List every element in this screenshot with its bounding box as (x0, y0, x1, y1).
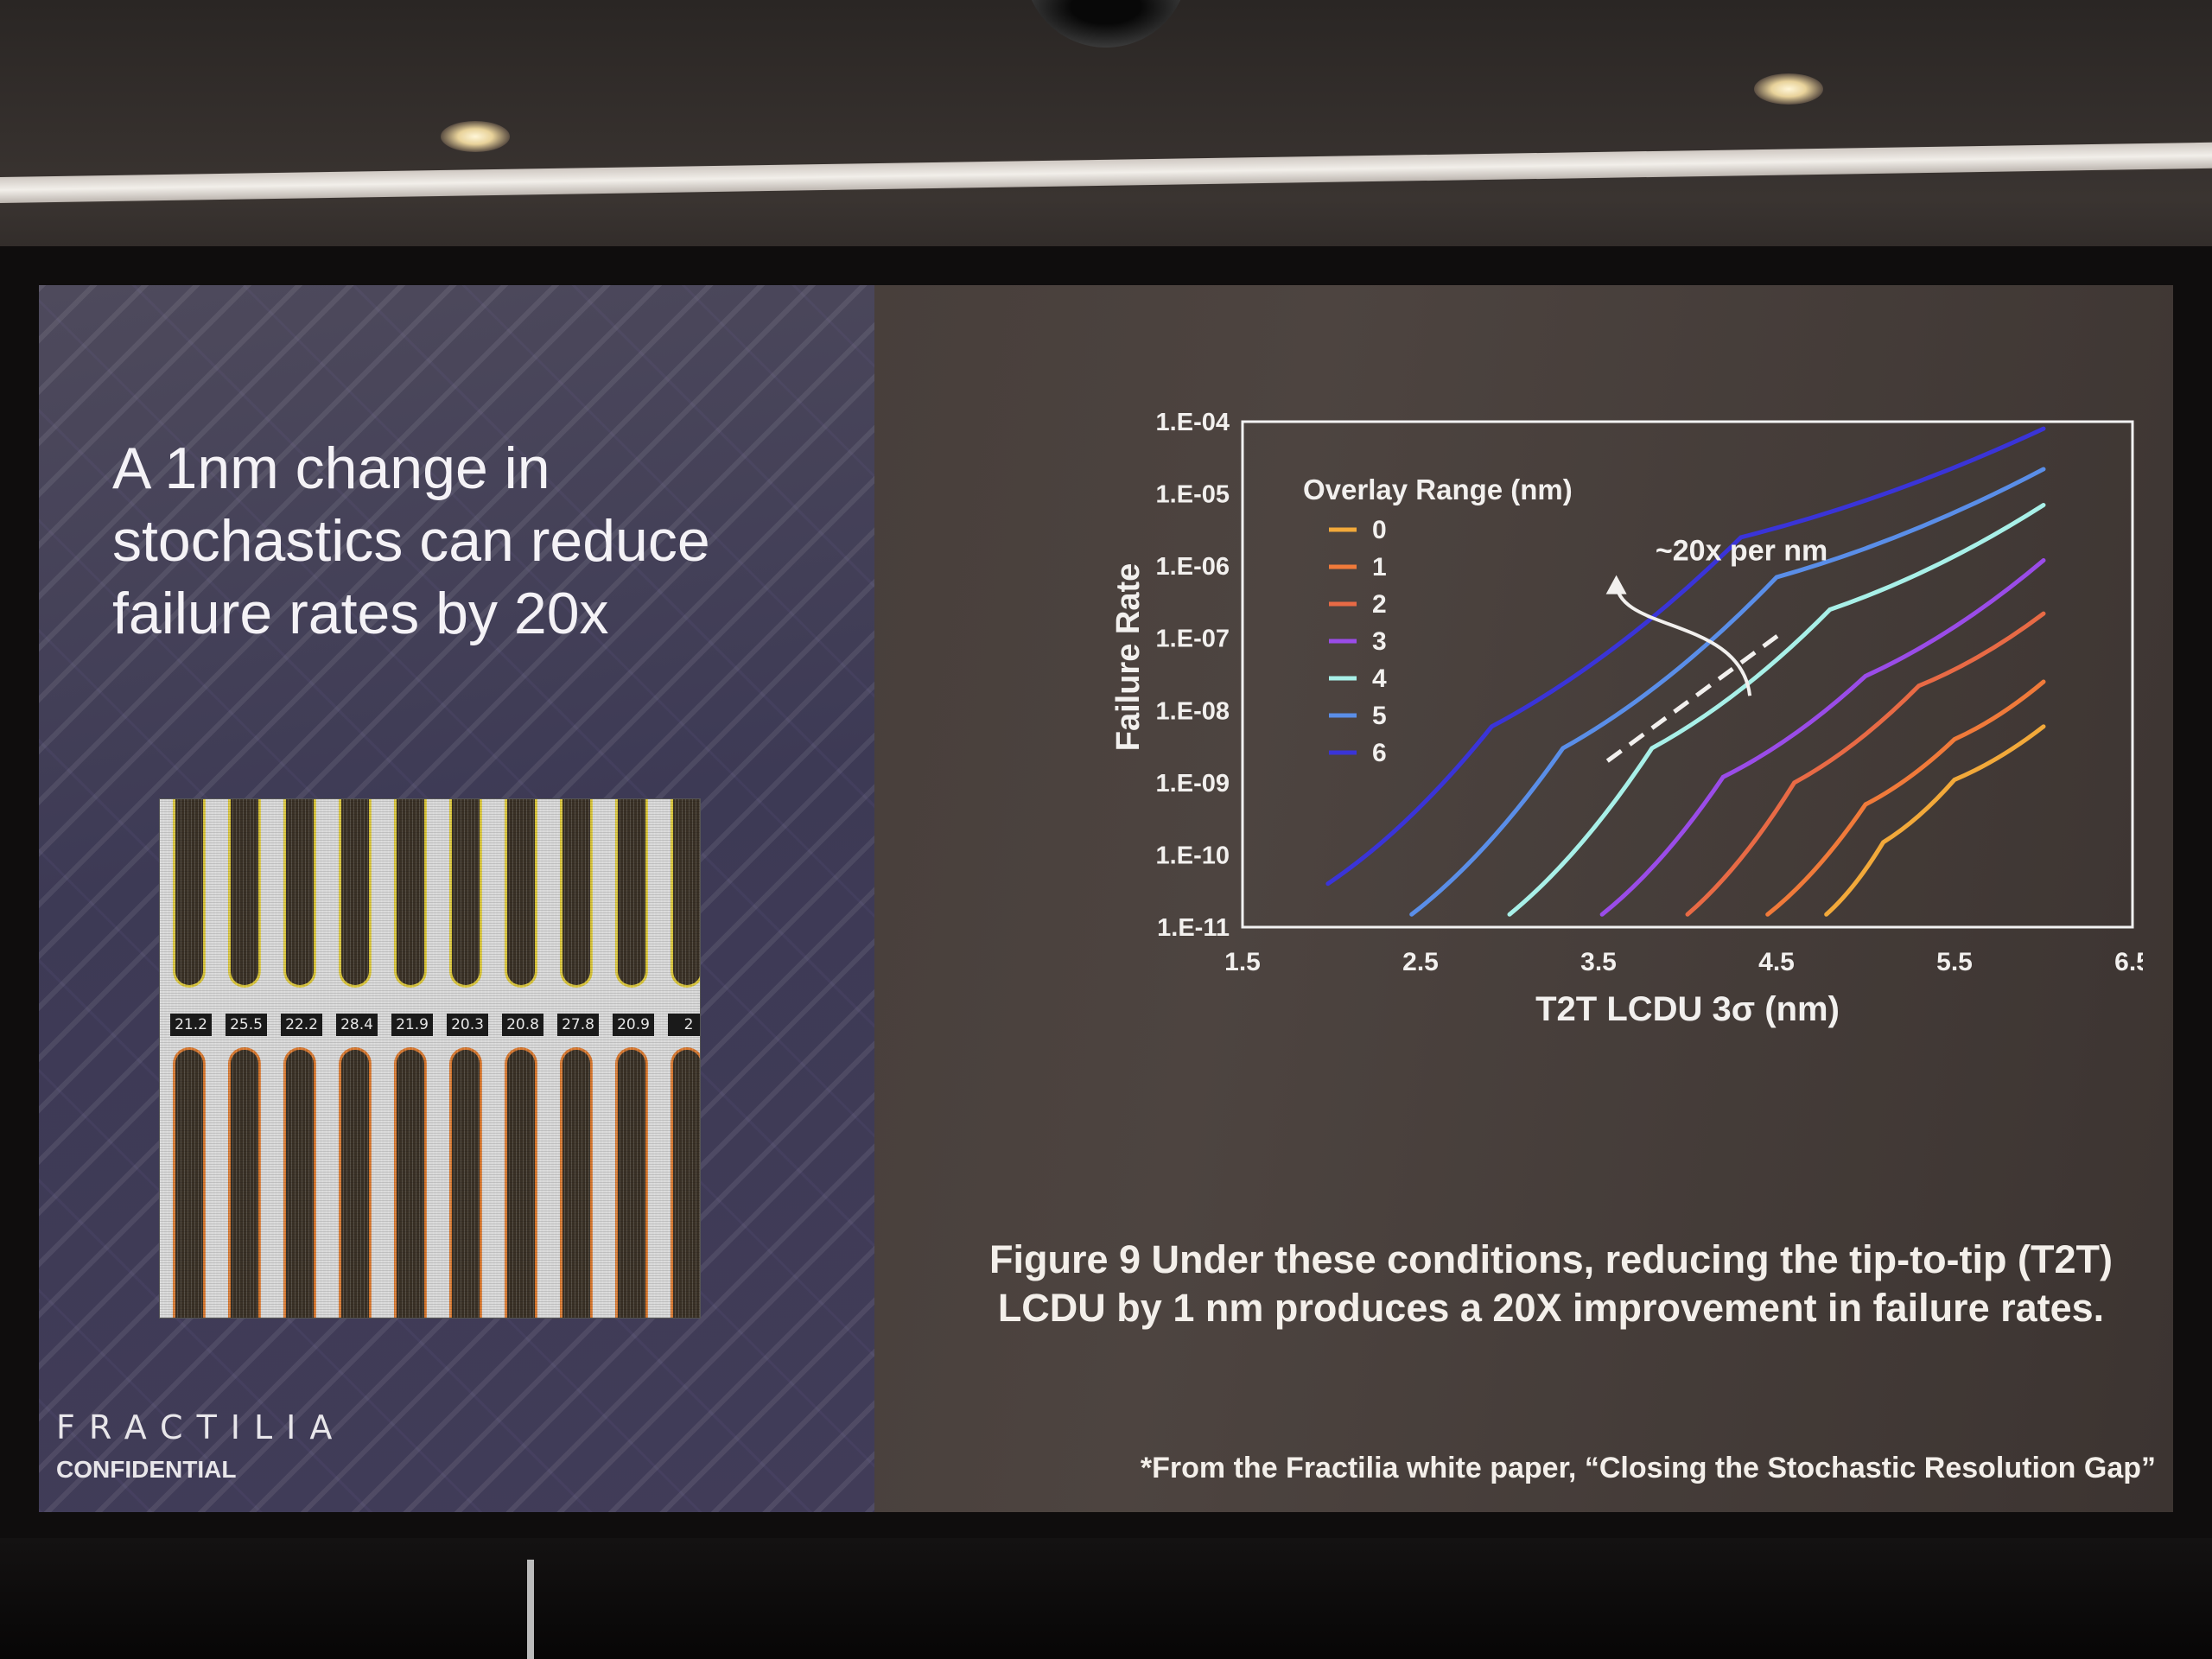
y-tick-label: 1.E-06 (1156, 553, 1230, 581)
sem-measurement-label: 21.2 (170, 1014, 212, 1036)
confidential-label: CONFIDENTIAL (56, 1456, 237, 1483)
sem-measurement-label: 21.9 (391, 1014, 433, 1036)
y-axis-label: Failure Rate (1110, 563, 1147, 752)
presentation-slide: A 1nm change in stochastics can reduce f… (39, 285, 2173, 1512)
sem-line-bottom (618, 1050, 645, 1318)
sem-line-top (175, 799, 203, 985)
legend-label-1: 1 (1372, 553, 1387, 582)
sem-line-top (563, 799, 590, 985)
fractilia-logo: FRACTILIA (56, 1408, 346, 1446)
sem-line-top (341, 799, 369, 985)
legend-label-6: 6 (1372, 739, 1387, 767)
sem-noise-texture (160, 799, 700, 1318)
sem-measurement-label: 20.8 (502, 1014, 543, 1036)
failure-rate-chart: 1.E-04 1.E-05 1.E-06 1.E-07 1.E-08 1.E-09 1.E-… (1110, 409, 2143, 1028)
sem-measurement-label: 20.3 (447, 1014, 488, 1036)
ceiling-light (441, 121, 510, 152)
sem-line-top (286, 799, 314, 985)
annotation-arrowhead (1605, 575, 1627, 594)
sem-measurement-label: 20.9 (613, 1014, 654, 1036)
sem-line-top (452, 799, 480, 985)
legend-title: Overlay Range (nm) (1303, 474, 1573, 505)
y-tick-label: 1.E-04 (1156, 409, 1230, 436)
series-line-1 (1765, 679, 2046, 917)
source-note: *From the Fractilia white paper, “Closin… (1140, 1452, 2156, 1484)
sem-micrograph: 21.2 25.5 22.2 28.4 21.9 20.3 20.8 27.8 20.9 2 (160, 799, 700, 1318)
sem-line-top (397, 799, 424, 985)
sem-line-bottom (452, 1050, 480, 1318)
y-tick-label: 1.E-05 (1156, 481, 1230, 509)
sem-line-bottom (175, 1050, 203, 1318)
sem-measurement-label: 25.5 (226, 1014, 267, 1036)
sem-line-bottom (673, 1050, 700, 1318)
legend-label-2: 2 (1372, 590, 1387, 619)
legend-label-3: 3 (1372, 627, 1387, 656)
x-tick-label: 6.5 (2114, 948, 2143, 976)
plot-frame (1241, 420, 2134, 929)
sem-line-top (618, 799, 645, 985)
legend-label-4: 4 (1372, 664, 1387, 693)
ceiling-light (1754, 73, 1823, 105)
sem-line-top (231, 799, 258, 985)
y-tick-label: 1.E-08 (1156, 697, 1230, 725)
sem-line-bottom (231, 1050, 258, 1318)
ceiling-light-bar (0, 142, 2212, 203)
legend-label-0: 0 (1372, 516, 1387, 544)
sem-measurement-label: 27.8 (557, 1014, 599, 1036)
sem-line-bottom (341, 1050, 369, 1318)
sem-line-bottom (507, 1050, 535, 1318)
slide-headline: A 1nm change in stochastics can reduce f… (112, 435, 710, 646)
sem-line-bottom (563, 1050, 590, 1318)
x-axis-label: T2T LCDU 3σ (nm) (1535, 990, 1840, 1028)
x-tick-label: 3.5 (1580, 948, 1617, 976)
x-tick-label: 2.5 (1402, 948, 1439, 976)
x-tick-label: 4.5 (1758, 948, 1795, 976)
series-line-6 (1325, 426, 2046, 887)
microphone-pole (527, 1560, 534, 1659)
series-line-5 (1409, 467, 2046, 917)
chart-annotation: ~20x per nm (1656, 535, 1827, 568)
ceiling-camera (1024, 0, 1188, 48)
slide-left-panel: A 1nm change in stochastics can reduce f… (39, 285, 874, 1512)
legend-label-5: 5 (1372, 702, 1387, 730)
y-tick-label: 1.E-09 (1156, 770, 1230, 798)
series-line-2 (1685, 611, 2046, 917)
sem-line-bottom (286, 1050, 314, 1318)
sem-line-top (673, 799, 700, 985)
x-tick-label: 5.5 (1936, 948, 1973, 976)
room-floor (0, 1538, 2212, 1659)
series-line-0 (1824, 724, 2046, 917)
y-tick-label: 1.E-10 (1156, 842, 1230, 869)
sem-line-top (507, 799, 535, 985)
figure-caption: Figure 9 Under these conditions, reducin… (989, 1237, 2113, 1330)
x-tick-label: 1.5 (1224, 948, 1261, 976)
sem-measurement-label: 2 (668, 1014, 700, 1036)
sem-measurement-label: 22.2 (281, 1014, 322, 1036)
sem-measurement-labels: 21.2 25.5 22.2 28.4 21.9 20.3 20.8 27.8 20.9 2 (160, 1014, 700, 1038)
series-line-3 (1599, 558, 2046, 917)
ceiling (0, 0, 2212, 285)
sem-measurement-label: 28.4 (336, 1014, 378, 1036)
sem-line-bottom (397, 1050, 424, 1318)
y-tick-label: 1.E-07 (1156, 626, 1230, 653)
annotation-arrow (1614, 582, 1752, 696)
slope-dashed-line (1605, 628, 1787, 763)
y-tick-label: 1.E-11 (1157, 914, 1230, 942)
